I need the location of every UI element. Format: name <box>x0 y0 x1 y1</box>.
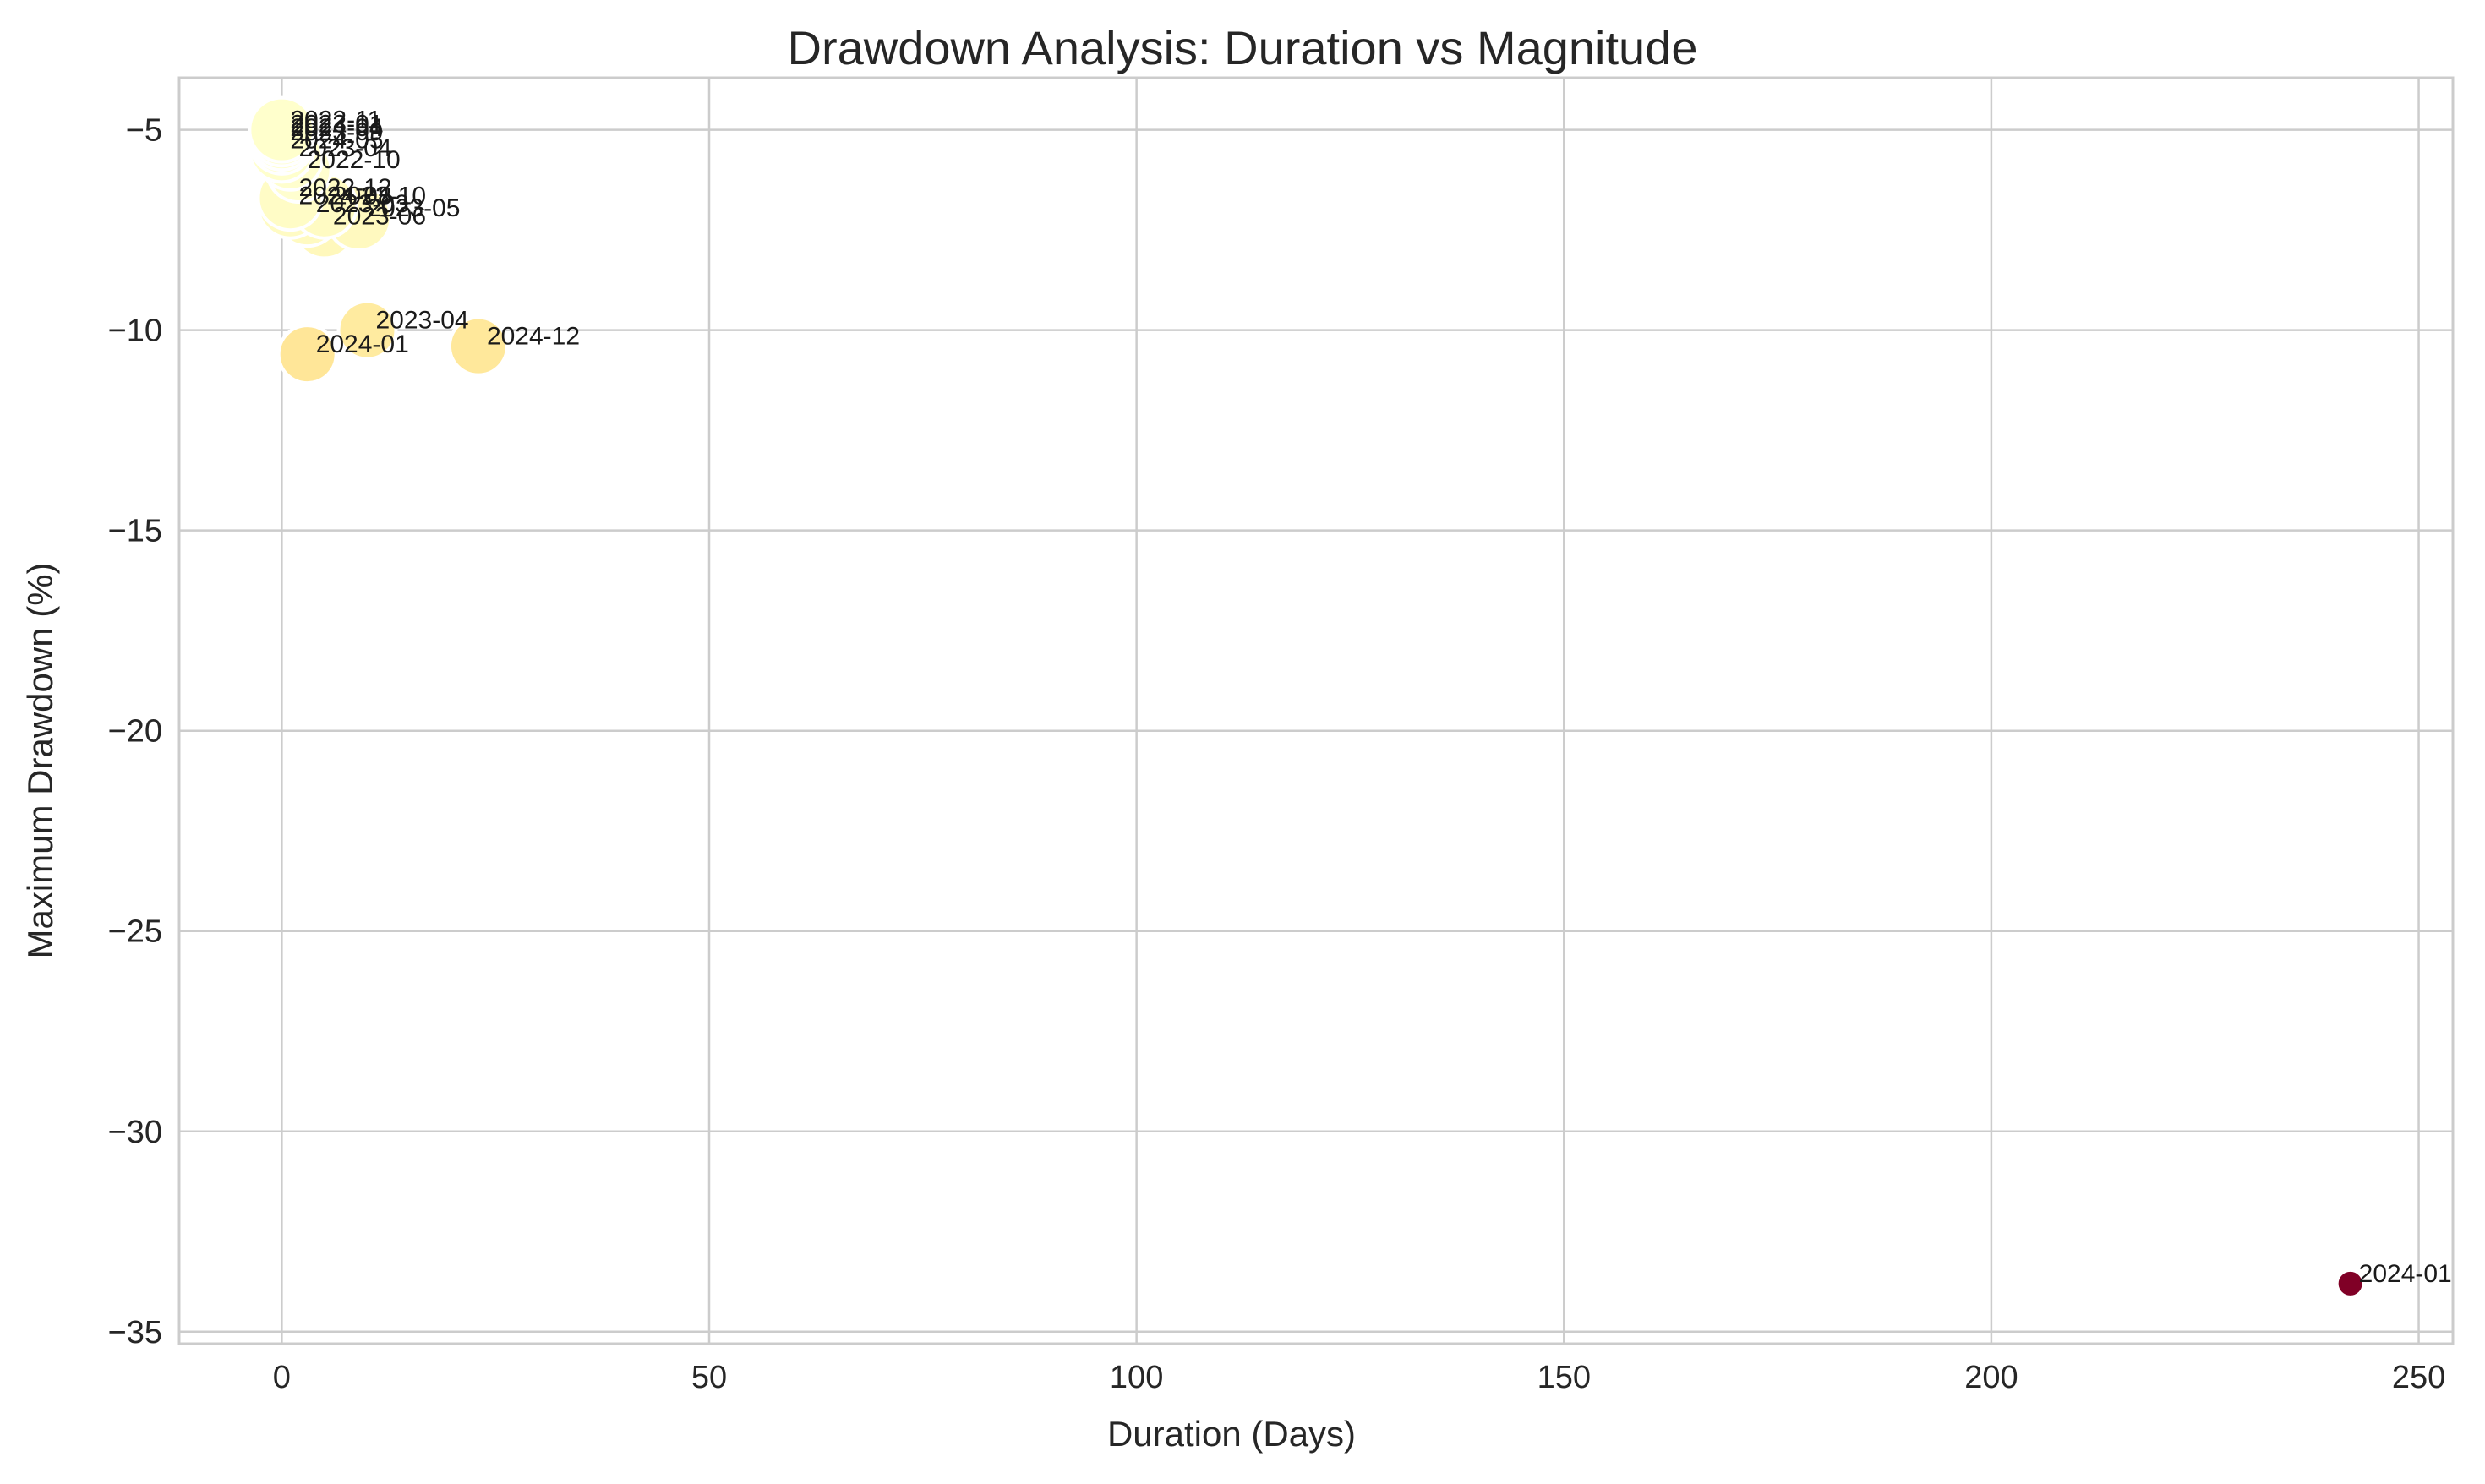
chart-title: Drawdown Analysis: Duration vs Magnitude <box>788 21 1698 74</box>
point-label: 2023-01 <box>290 110 383 138</box>
x-tick-label: 0 <box>273 1360 291 1395</box>
point-label: 2024-04 <box>290 114 383 142</box>
data-point <box>248 95 316 164</box>
x-tick-label: 150 <box>1537 1360 1591 1395</box>
point-label: 2023-06 <box>333 202 426 230</box>
point-label: 2022-10 <box>308 146 401 174</box>
points-layer <box>248 95 2366 1299</box>
x-tick-label: 50 <box>691 1360 727 1395</box>
data-point <box>2335 1268 2366 1299</box>
grid-layer <box>179 78 2453 1344</box>
point-label: 2022-12 <box>298 174 391 202</box>
point-label: 2023-10 <box>333 183 426 210</box>
x-tick-label: 100 <box>1110 1360 1163 1395</box>
y-tick-label: −10 <box>108 314 162 349</box>
point-label: 2022-11 <box>290 106 381 134</box>
point-label: 2023-05 <box>367 194 460 222</box>
x-tick-label: 250 <box>2392 1360 2445 1395</box>
x-axis-label: Duration (Days) <box>1107 1414 1356 1454</box>
y-tick-label: −15 <box>108 514 162 549</box>
y-tick-label: −5 <box>126 113 162 149</box>
y-axis-label: Maximum Drawdown (%) <box>20 562 60 958</box>
y-tick-label: −25 <box>108 914 162 950</box>
data-point <box>336 299 398 361</box>
x-tick-label: 200 <box>1964 1360 2018 1395</box>
y-tick-label: −30 <box>108 1115 162 1150</box>
labels-layer: 2022-112023-012024-042023-092024-052023-… <box>290 106 2451 1288</box>
point-label: 2023-09 <box>290 118 383 146</box>
plot-frame <box>178 76 2455 1345</box>
point-label: 2024-01 <box>2359 1260 2452 1288</box>
data-point <box>447 315 509 377</box>
point-label: 2024-08 <box>298 183 391 210</box>
point-label: 2023-03 <box>316 190 409 218</box>
point-label: 2024-05 <box>290 126 383 154</box>
point-label: 2024-01 <box>316 330 409 358</box>
y-tick-label: −20 <box>108 714 162 750</box>
point-label: 2023-04 <box>375 307 468 335</box>
point-label: 2024-12 <box>487 323 580 351</box>
data-point <box>276 324 338 385</box>
y-tick-label: −35 <box>108 1315 162 1350</box>
point-label: 2023-04 <box>298 134 391 162</box>
ticks-layer: 0 50 100 150 200 250 −5 −10 −15 −20 −25 −30 −35 <box>108 113 2446 1395</box>
